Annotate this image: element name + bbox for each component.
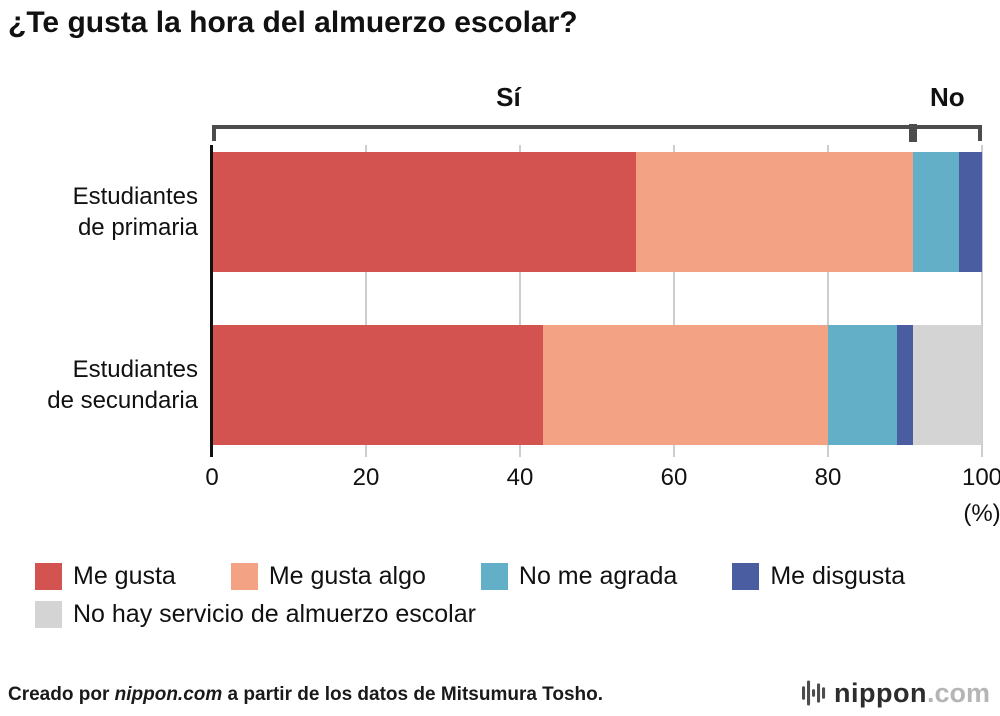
chart-title: ¿Te gusta la hora del almuerzo escolar? bbox=[8, 6, 578, 39]
gridlines bbox=[212, 145, 983, 457]
legend-label: Me gusta bbox=[73, 562, 176, 590]
bar-segment bbox=[912, 325, 982, 445]
nippon-logo-icon bbox=[802, 680, 826, 706]
legend-swatch bbox=[732, 563, 760, 590]
bar-segment bbox=[897, 325, 913, 445]
legend-swatch bbox=[230, 563, 258, 590]
logo-suffix: .com bbox=[926, 677, 990, 708]
x-tick-label: 40 bbox=[506, 464, 534, 491]
logo-wordmark: nippon.com bbox=[834, 678, 990, 709]
bar-segment bbox=[212, 152, 636, 272]
x-tick-label: 60 bbox=[660, 464, 688, 491]
bar-row-secondary bbox=[212, 325, 982, 445]
legend-swatch bbox=[480, 563, 508, 590]
category-label-line: de secundaria bbox=[47, 387, 198, 414]
category-label-primary: Estudiantes de primaria bbox=[0, 181, 198, 243]
bar-row-primary bbox=[212, 152, 982, 272]
category-label-secondary: Estudiantes de secundaria bbox=[0, 354, 198, 416]
gridline bbox=[365, 145, 367, 457]
category-label-line: Estudiantes bbox=[72, 183, 198, 210]
credit-site: nippon.com bbox=[114, 684, 223, 705]
x-tick-label: 80 bbox=[814, 464, 842, 491]
legend-item-me-gusta: Me gusta bbox=[35, 562, 176, 591]
bracket-label-no: No bbox=[930, 82, 965, 112]
x-tick-label: 100 bbox=[961, 464, 1000, 491]
gridline bbox=[519, 145, 521, 457]
nippon-logo: nippon.com bbox=[802, 677, 990, 709]
bracket-line bbox=[212, 125, 982, 129]
x-tick-label: 0 bbox=[205, 464, 219, 491]
credit-prefix: Creado por bbox=[8, 684, 115, 705]
bar-segment bbox=[827, 325, 898, 445]
plot-area bbox=[212, 145, 983, 457]
legend-item-no-me-agrada: No me agrada bbox=[480, 562, 678, 591]
category-label-line: Estudiantes bbox=[72, 356, 198, 383]
credit-suffix: a partir de los datos de Mitsumura Tosho… bbox=[222, 684, 604, 705]
legend-label: Me gusta algo bbox=[268, 562, 426, 590]
gridline bbox=[827, 145, 829, 457]
x-axis: 0 20 40 60 80 100 bbox=[205, 464, 1000, 496]
category-label-line: de primaria bbox=[77, 214, 198, 241]
y-axis-line bbox=[210, 145, 213, 457]
legend-item-no-hay-servicio: No hay servicio de almuerzo escolar bbox=[35, 600, 476, 629]
x-tick-label: 20 bbox=[352, 464, 380, 491]
legend-item-me-disgusta: Me disgusta bbox=[732, 562, 905, 591]
legend-item-me-gusta-algo: Me gusta algo bbox=[230, 562, 426, 591]
gridline bbox=[673, 145, 675, 457]
legend-label: No hay servicio de almuerzo escolar bbox=[73, 600, 476, 628]
legend-label: No me agrada bbox=[518, 562, 678, 590]
si-no-bracket: Sí No bbox=[212, 80, 982, 144]
bracket-label-si: Sí bbox=[496, 82, 521, 112]
gridline bbox=[981, 145, 983, 457]
legend-swatch bbox=[35, 563, 62, 590]
bracket-cap-right bbox=[978, 125, 982, 141]
footer-credit: Creado por nippon.com a partir de los da… bbox=[8, 684, 603, 706]
legend: Me gusta Me gusta algo No me agrada Me d… bbox=[35, 562, 985, 629]
legend-label: Me disgusta bbox=[770, 562, 906, 590]
logo-text: nippon bbox=[834, 677, 927, 708]
bar-segment bbox=[212, 325, 544, 445]
bar-segment bbox=[958, 152, 982, 272]
percent-unit-label: (%) bbox=[963, 500, 1000, 527]
bar-segment bbox=[912, 152, 959, 272]
bar-segment bbox=[543, 325, 828, 445]
bracket-cap-left bbox=[212, 125, 216, 141]
bracket-divider bbox=[908, 124, 917, 142]
bar-segment bbox=[635, 152, 913, 272]
legend-swatch bbox=[35, 601, 62, 628]
